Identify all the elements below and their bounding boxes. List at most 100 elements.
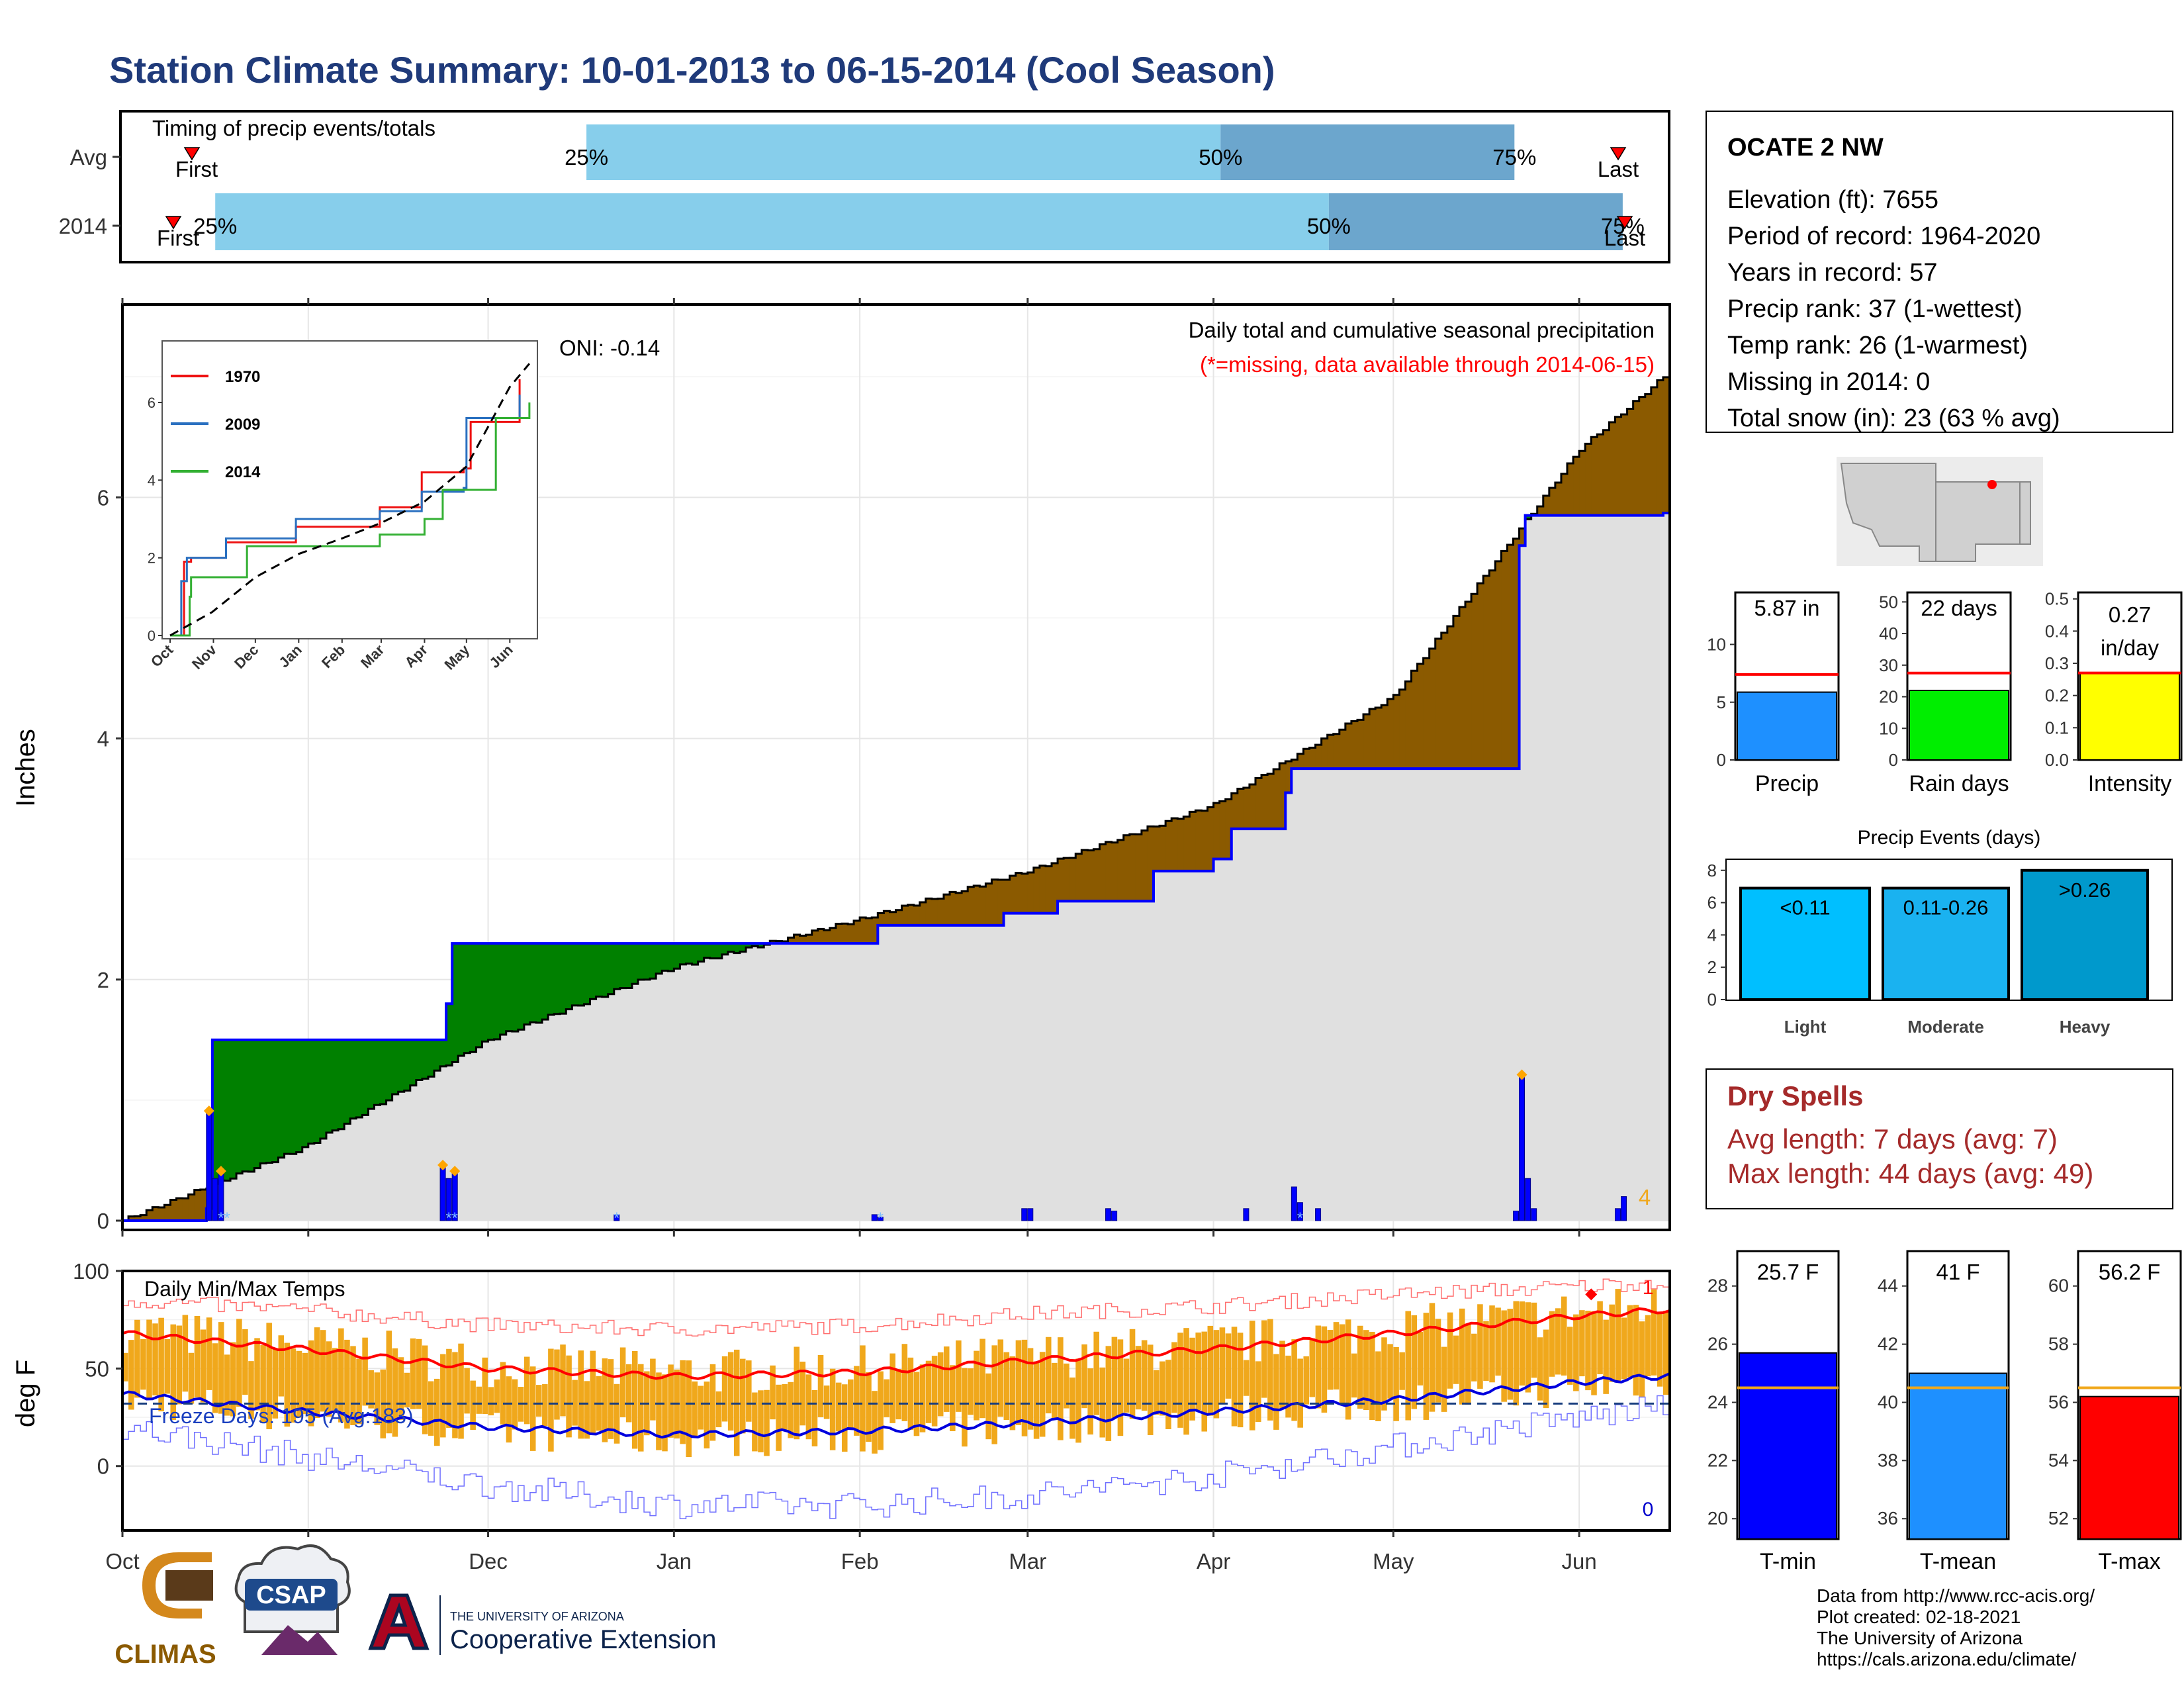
observed-cumulative-line — [122, 512, 1669, 1222]
deficit-day — [1327, 735, 1334, 769]
daily-temp-bar — [356, 1358, 362, 1425]
deficit-day — [1261, 774, 1268, 829]
surplus-day — [566, 943, 572, 1009]
deficit-day — [931, 898, 938, 925]
surplus-day — [650, 943, 657, 979]
deficit-day — [1339, 729, 1346, 769]
dry-spells-title: Dry Spells — [1727, 1080, 1863, 1111]
daily-temp-bar — [901, 1344, 908, 1421]
deficit-day — [1483, 575, 1490, 769]
daily-precip-bar — [871, 1214, 878, 1221]
surplus-day — [218, 1039, 225, 1181]
temp-ytick-label: 100 — [73, 1259, 109, 1284]
daily-temp-bar — [236, 1319, 242, 1407]
surplus-day — [752, 943, 758, 947]
inset-avg-line — [169, 363, 531, 637]
daily-precip-bar — [212, 1178, 218, 1221]
daily-temp-bar — [1507, 1309, 1513, 1400]
deficit-day — [1387, 698, 1394, 769]
daily-temp-bar — [968, 1368, 974, 1415]
temp-bar-tick-label: 28 — [1707, 1276, 1728, 1296]
daily-temp-bar — [500, 1362, 506, 1425]
daily-temp-bar — [770, 1365, 776, 1420]
snow-marker: * — [1297, 1209, 1303, 1227]
daily-temp-bar — [1033, 1361, 1040, 1439]
daily-temp-bar — [835, 1382, 842, 1432]
daily-temp-bar — [464, 1368, 470, 1414]
daily-temp-bar — [1243, 1360, 1250, 1396]
mini-bar-tick-label: 0 — [1889, 750, 1898, 770]
daily-temp-bar — [1393, 1346, 1399, 1421]
deficit-day — [1585, 444, 1592, 516]
daily-temp-bar — [302, 1352, 308, 1415]
avg-max-line — [122, 1307, 1670, 1380]
deficit-day — [1573, 457, 1580, 516]
deficit-day — [1213, 803, 1220, 859]
deficit-day — [1009, 875, 1017, 914]
daily-temp-bar — [811, 1389, 818, 1447]
daily-temp-bar — [704, 1382, 710, 1449]
daily-temp-bar — [1585, 1311, 1591, 1391]
daily-temp-bar — [1129, 1329, 1136, 1419]
daily-temp-bar — [1111, 1336, 1118, 1419]
timing-bar-50-75-Avg — [1220, 124, 1515, 180]
temp-ylabel: deg F — [11, 1360, 40, 1427]
deficit-day — [1135, 834, 1142, 902]
credit-website: https://cals.arizona.edu/climate/ — [1817, 1649, 2076, 1669]
daily-precip-bar — [1525, 1178, 1531, 1221]
daily-temp-bar — [1147, 1344, 1154, 1435]
inset-line-2014 — [170, 402, 531, 637]
avg-cumulative-line — [122, 376, 1669, 1222]
deficit-day — [1471, 594, 1478, 769]
daily-precip-bar — [445, 1178, 452, 1221]
daily-temp-bar — [140, 1338, 146, 1390]
surplus-day — [638, 943, 645, 980]
deficit-day — [1369, 709, 1376, 769]
deficit-day — [1609, 422, 1615, 516]
temp-ytick-label: 0 — [97, 1454, 109, 1479]
daily-temp-bar — [230, 1342, 236, 1417]
month-label: Jun — [1562, 1549, 1597, 1573]
deficit-day — [1405, 681, 1412, 769]
daily-temp-bar — [128, 1340, 134, 1410]
daily-temp-bar — [1351, 1353, 1357, 1398]
surplus-day — [674, 943, 680, 969]
daily-temp-bar — [680, 1360, 686, 1444]
deficit-day — [889, 912, 896, 925]
daily-temp-bar — [404, 1372, 410, 1408]
precip-event-tick-label: 6 — [1707, 893, 1717, 913]
deficit-day — [799, 935, 807, 944]
daily-temp-bar — [1003, 1352, 1010, 1421]
daily-temp-bar — [1261, 1320, 1267, 1398]
daily-temp-bar — [817, 1354, 824, 1417]
temp-bar-tick-label: 36 — [1878, 1508, 1898, 1528]
mini-bar-tick-label: 10 — [1707, 635, 1726, 655]
mini-bar-tick-label: 0.3 — [2045, 653, 2069, 673]
daily-temp-bar — [452, 1352, 458, 1438]
daily-temp-bar — [764, 1389, 770, 1456]
timing-pct-75: 75% — [1492, 145, 1536, 169]
daily-temp-bar — [176, 1325, 183, 1405]
daily-temp-bar — [1483, 1321, 1489, 1381]
surplus-day — [236, 1039, 243, 1174]
deficit-day — [1621, 414, 1628, 516]
deficit-day — [823, 930, 831, 944]
precip-ytick-label: 2 — [97, 968, 109, 992]
surplus-day — [248, 1039, 255, 1172]
precip-ytick-label: 0 — [97, 1209, 109, 1233]
snow-marker: * — [445, 1209, 451, 1227]
daily-temp-bar — [332, 1348, 338, 1411]
deficit-day — [1567, 463, 1574, 516]
daily-temp-bar — [1213, 1330, 1220, 1419]
station-info-line: Years in record: 57 — [1727, 259, 1938, 287]
daily-temp-bar — [482, 1357, 488, 1415]
daily-temp-bar — [1123, 1358, 1130, 1413]
surplus-day — [488, 943, 495, 1040]
month-label: Apr — [1197, 1549, 1230, 1573]
daily-temp-bar — [458, 1343, 464, 1439]
daily-temp-bar — [956, 1340, 962, 1412]
daily-temp-bar — [1423, 1313, 1430, 1420]
deficit-day — [1021, 873, 1028, 914]
daily-temp-bar — [1471, 1333, 1477, 1382]
